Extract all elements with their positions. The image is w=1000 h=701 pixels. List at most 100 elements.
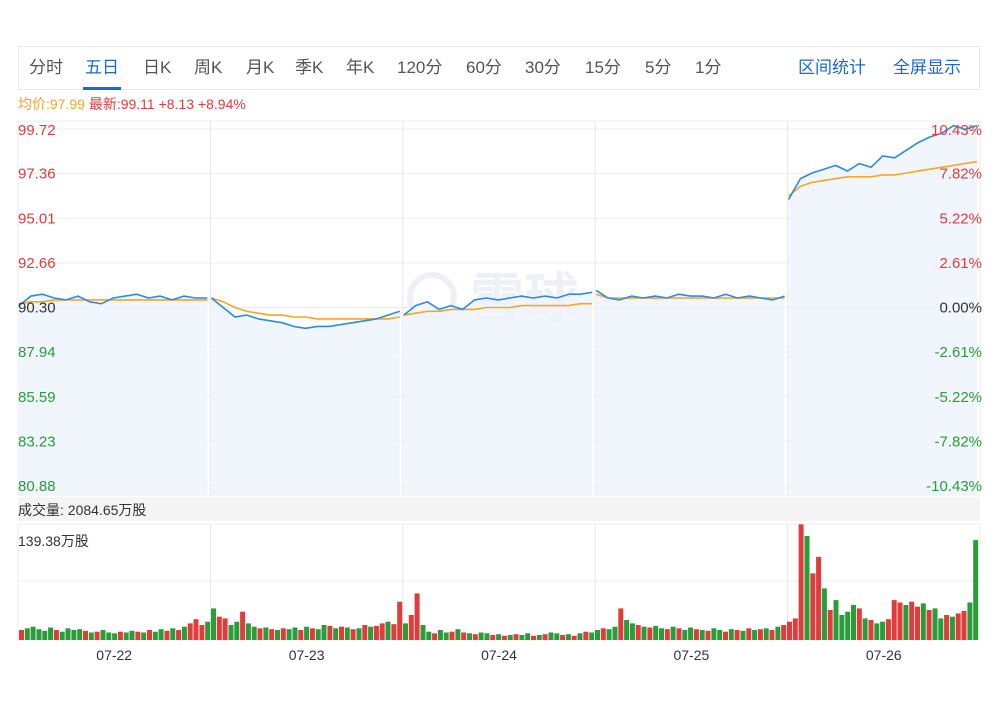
volume-bar [42,630,48,640]
tab-10[interactable]: 15分 [585,58,621,77]
pct-tick-label: -2.61% [934,344,982,361]
volume-bar [746,628,752,640]
volume-bar [472,634,478,640]
volume-bar [211,608,216,640]
volume-bar [821,588,827,640]
tab-9[interactable]: 30分 [525,58,561,77]
volume-bar [48,627,54,640]
volume-bar [403,623,408,640]
volume-bar [955,613,961,640]
volume-bar [257,628,263,640]
volume-bar [507,635,513,640]
volume-bar [868,620,874,640]
tab-4[interactable]: 月K [246,58,275,77]
tab-2[interactable]: 日K [143,58,172,77]
volume-bar [53,630,59,640]
volume-bar [571,635,577,640]
volume-bar [624,620,630,640]
date-label: 07-26 [866,647,902,663]
volume-bar [595,630,600,640]
price-tick-label: 97.36 [18,166,56,183]
volume-bar [560,635,566,640]
volume-bar [781,625,787,640]
volume-bar [862,618,868,640]
price-info-line: 均价:97.99 最新:99.11 +8.13 +8.94% [18,94,246,114]
volume-bar [880,621,886,640]
volume-bar [292,627,298,640]
price-area-day-2 [211,298,400,495]
date-label: 07-23 [289,647,325,663]
price-line-day-3 [403,291,593,316]
volume-bar [734,630,740,640]
volume-bar [164,630,170,640]
volume-bar [315,629,321,640]
tab-7[interactable]: 120分 [397,58,443,77]
volume-bar [339,626,344,640]
volume-bar [816,556,822,640]
volume-bar [536,635,542,640]
price-area-day-3 [403,292,593,495]
tab-3[interactable]: 周K [194,58,223,77]
volume-bar [245,623,251,640]
volume-bar [240,611,246,640]
volume-bar [915,606,920,640]
volume-bar [944,615,950,640]
volume-bar [909,601,915,640]
price-line-day-2 [210,297,401,330]
price-tick-label: 83.23 [18,433,56,450]
volume-bar [903,605,909,640]
tab-0[interactable]: 分时 [29,58,63,77]
volume-bar [519,635,525,640]
volume-bar [123,632,129,640]
volume-bar [740,630,746,640]
tab-1[interactable]: 五日 [83,55,121,90]
volume-bar [531,635,536,640]
volume-bar [548,632,554,640]
price-tick-label: 80.88 [18,478,56,495]
volume-bar [717,630,723,640]
volume-bar [810,573,816,640]
volume-bar [356,628,362,640]
tab-8[interactable]: 60分 [466,58,502,77]
avg-price-line-day-2 [211,297,400,320]
volume-bar [851,605,856,640]
tab-5[interactable]: 季K [295,58,324,77]
price-change-pct: +8.94% [197,96,246,112]
volume-bar [932,608,938,640]
range-stats-button[interactable]: 区间统计 [798,58,866,77]
volume-bar [88,632,94,640]
volume-bar [775,626,781,640]
volume-bar [193,619,199,640]
tab-11[interactable]: 5分 [645,58,672,77]
avg-price-line-day-5 [788,160,978,197]
volume-bar [635,625,641,640]
volume-bar [147,630,152,640]
volume-bar [682,630,688,640]
volume-bar [490,635,496,640]
volume-bar [216,616,222,640]
volume-bar [141,632,147,640]
tab-12[interactable]: 1分 [695,58,722,77]
volume-bar [298,630,304,640]
volume-bar [885,619,891,640]
volume-bar [135,631,141,640]
volume-bar [170,628,176,640]
volume-bar [612,626,618,640]
price-line-day-4 [595,289,785,301]
tab-6[interactable]: 年K [346,58,375,77]
volume-bar [222,618,228,640]
fullscreen-button[interactable]: 全屏显示 [893,58,961,77]
volume-bar [647,627,653,640]
volume-bar [449,631,455,640]
volume-bar [408,615,414,640]
volume-bar [659,628,664,640]
volume-bar [205,621,211,640]
volume-bar [228,625,234,640]
volume-bar [496,634,502,640]
volume-bar [321,625,327,640]
volume-bar [117,631,123,640]
avg-price-line-day-3 [403,302,593,316]
volume-bar [752,630,758,640]
volume-bar [426,631,432,640]
